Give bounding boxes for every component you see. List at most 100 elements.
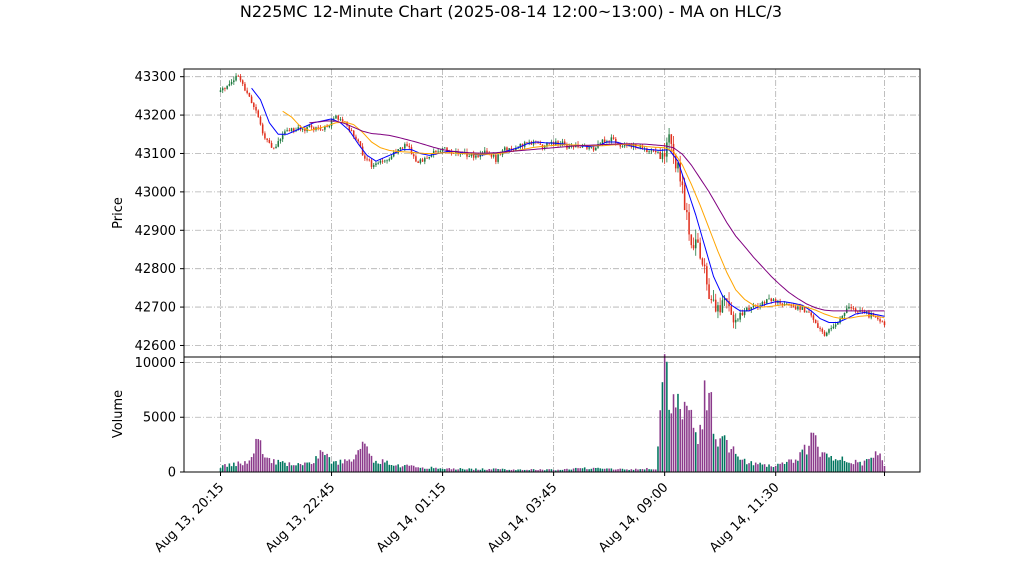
- volume-bar: [379, 463, 382, 472]
- ma-slow-line: [309, 120, 885, 312]
- volume-bar: [226, 466, 228, 472]
- volume-bar: [872, 457, 875, 472]
- volume-bar: [621, 468, 624, 472]
- volume-bar: [235, 466, 237, 472]
- candle-body: [646, 148, 648, 153]
- candle-body: [728, 301, 730, 307]
- candle-body: [332, 118, 335, 120]
- candle-body: [286, 130, 288, 132]
- volume-bar: [577, 468, 579, 472]
- candle-body: [244, 83, 246, 91]
- candle-body: [690, 234, 693, 246]
- candle-body: [679, 162, 681, 182]
- candle-body: [386, 160, 388, 162]
- volume-bar: [799, 452, 801, 472]
- volume-bar: [808, 445, 810, 472]
- volume-bar: [337, 464, 339, 472]
- volume-bar: [512, 469, 515, 472]
- volume-bar: [526, 469, 528, 472]
- volume-bar: [233, 462, 235, 472]
- volume-bar: [490, 469, 493, 472]
- candle-body: [708, 284, 710, 300]
- volume-bar: [839, 459, 841, 472]
- volume-bar: [293, 465, 295, 472]
- volume-bar: [448, 468, 451, 472]
- volume-bar: [654, 469, 657, 472]
- volume-bar: [381, 459, 384, 472]
- candle-body: [246, 90, 248, 93]
- volume-bar: [315, 456, 317, 472]
- candle-body: [834, 324, 837, 327]
- volume-bar: [803, 444, 806, 472]
- volume-bar: [857, 462, 859, 472]
- volume-bar: [761, 464, 764, 472]
- price-y-axis: 42600 42700 42800 42900 43000 43100 43200 43300: [135, 70, 184, 354]
- volume-bar: [359, 448, 362, 472]
- volume-bar: [537, 470, 539, 472]
- candle-body: [250, 96, 253, 104]
- volume-bar: [588, 469, 590, 472]
- candle-body: [599, 143, 602, 145]
- candle-body: [532, 141, 535, 145]
- volume-bar: [255, 438, 257, 472]
- volume-bar: [754, 462, 757, 472]
- volume-tick-label: 0: [168, 466, 176, 481]
- volume-bar: [772, 467, 775, 472]
- volume-bar: [515, 470, 517, 472]
- ma-mid-line: [282, 110, 885, 320]
- volume-bar: [510, 469, 513, 472]
- volume-bar: [814, 435, 817, 472]
- candle-body: [399, 147, 402, 150]
- candle-body: [648, 151, 650, 153]
- volume-bar: [768, 464, 770, 472]
- volume-bar: [324, 455, 326, 472]
- candle-body: [692, 245, 695, 249]
- volume-bar: [623, 469, 626, 472]
- volume-bar: [666, 361, 668, 472]
- candle-body: [615, 138, 617, 144]
- candle-body: [326, 126, 328, 128]
- candle-body: [832, 326, 835, 329]
- volume-bar: [475, 468, 477, 472]
- x-tick-label: Aug 13, 20:15: [152, 480, 228, 556]
- volume-bar: [388, 464, 391, 472]
- candle-body: [801, 307, 804, 310]
- price-tick-label: 43000: [135, 185, 176, 200]
- candle-body: [277, 141, 280, 147]
- volume-bar: [328, 457, 331, 472]
- candle-body: [714, 299, 717, 312]
- volume-bar: [457, 469, 459, 472]
- volume-bar: [430, 466, 433, 472]
- price-tick-label: 43200: [135, 109, 176, 124]
- volume-bar: [432, 468, 435, 472]
- candle-body: [479, 154, 482, 157]
- candle-body: [268, 139, 271, 143]
- volume-bar: [670, 413, 673, 472]
- volume-bar: [777, 463, 779, 472]
- candle-body: [364, 155, 366, 159]
- candle-body: [734, 319, 737, 323]
- volume-bar: [783, 463, 786, 472]
- volume-bar: [441, 468, 444, 472]
- volume-bar: [312, 463, 315, 472]
- volume-bar: [539, 469, 542, 472]
- candle-body: [497, 154, 499, 162]
- candle-body: [668, 134, 670, 143]
- volume-bar: [239, 463, 242, 472]
- candle-body: [701, 258, 704, 265]
- candle-body: [563, 141, 566, 145]
- volume-bar: [743, 458, 746, 472]
- volume-bar: [246, 463, 248, 472]
- volume-bar: [774, 465, 777, 472]
- volume-bar: [737, 456, 739, 472]
- volume-bar: [883, 465, 886, 472]
- volume-bar: [535, 469, 537, 472]
- volume-bar: [635, 468, 637, 472]
- volume-bar: [439, 468, 442, 472]
- volume-bar: [392, 465, 395, 472]
- volume-bar: [468, 468, 470, 472]
- volume-bar: [444, 469, 446, 472]
- candle-body: [412, 154, 415, 157]
- volume-bar: [639, 469, 641, 472]
- candle-body: [548, 143, 550, 144]
